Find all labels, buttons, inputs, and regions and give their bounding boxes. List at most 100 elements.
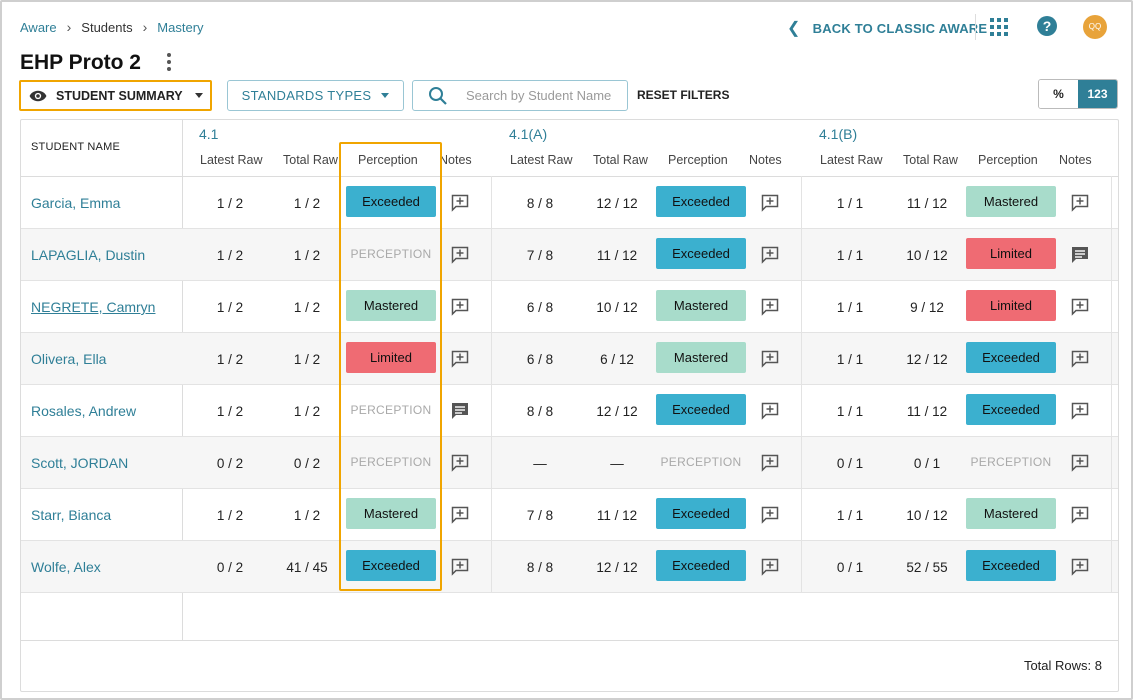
- latest-raw-value: 8 / 8: [526, 196, 554, 211]
- breadcrumb-aware[interactable]: Aware: [20, 19, 57, 35]
- reset-filters-button[interactable]: RESET FILTERS: [637, 88, 730, 102]
- student-name-link[interactable]: NEGRETE, Camryn: [31, 299, 156, 315]
- add-note-icon[interactable]: [450, 193, 470, 213]
- total-raw-value: 1 / 2: [293, 352, 321, 367]
- perception-badge[interactable]: Limited: [966, 238, 1056, 269]
- student-name-link[interactable]: Rosales, Andrew: [31, 403, 137, 419]
- column-header-total-raw: Total Raw: [593, 153, 648, 167]
- perception-badge[interactable]: PERCEPTION: [350, 246, 432, 261]
- latest-raw-value: 1 / 1: [836, 248, 864, 263]
- caret-down-icon: [381, 93, 390, 98]
- student-name-link[interactable]: LAPAGLIA, Dustin: [31, 247, 146, 263]
- latest-raw-value: 8 / 8: [526, 560, 554, 575]
- total-raw-value: 1 / 2: [293, 508, 321, 523]
- standard-group-title[interactable]: 4.1(A): [509, 126, 548, 142]
- help-icon[interactable]: ?: [1037, 16, 1057, 36]
- student-summary-dropdown[interactable]: STUDENT SUMMARY: [19, 80, 212, 111]
- add-note-icon[interactable]: [760, 245, 780, 265]
- add-note-icon[interactable]: [450, 297, 470, 317]
- add-note-icon[interactable]: [450, 245, 470, 265]
- student-name-link[interactable]: Garcia, Emma: [31, 195, 121, 211]
- apps-grid-icon[interactable]: [990, 18, 1008, 36]
- add-note-icon[interactable]: [760, 193, 780, 213]
- student-name-link[interactable]: Starr, Bianca: [31, 507, 112, 523]
- perception-badge[interactable]: Mastered: [656, 342, 746, 373]
- add-note-icon[interactable]: [760, 349, 780, 369]
- total-raw-value: 11 / 12: [596, 248, 638, 263]
- perception-badge[interactable]: PERCEPTION: [660, 454, 742, 469]
- add-note-icon[interactable]: [1070, 349, 1090, 369]
- student-name-link[interactable]: Olivera, Ella: [31, 351, 107, 367]
- perception-badge[interactable]: PERCEPTION: [350, 402, 432, 417]
- latest-raw-value: 1 / 1: [836, 404, 864, 419]
- column-header-latest-raw: Latest Raw: [820, 153, 883, 167]
- perception-badge[interactable]: Mastered: [966, 498, 1056, 529]
- breadcrumb-mastery[interactable]: Mastery: [157, 19, 204, 35]
- student-name-link[interactable]: Scott, JORDAN: [31, 455, 129, 471]
- search-input[interactable]: [466, 88, 616, 103]
- add-note-icon[interactable]: [760, 401, 780, 421]
- toggle-count-button[interactable]: 123: [1078, 80, 1117, 108]
- add-note-icon[interactable]: [760, 557, 780, 577]
- latest-raw-value: 0 / 2: [216, 560, 244, 575]
- perception-badge[interactable]: Exceeded: [656, 550, 746, 581]
- student-summary-label: STUDENT SUMMARY: [56, 88, 183, 103]
- latest-raw-value: 8 / 8: [526, 404, 554, 419]
- chevron-right-icon: ›: [142, 19, 148, 35]
- add-note-icon[interactable]: [450, 349, 470, 369]
- add-note-icon[interactable]: [1070, 505, 1090, 525]
- student-name-link[interactable]: Wolfe, Alex: [31, 559, 101, 575]
- header-divider-line: [21, 176, 1118, 177]
- toggle-percent-button[interactable]: %: [1039, 80, 1078, 108]
- avatar[interactable]: QQ: [1083, 15, 1107, 39]
- add-note-icon[interactable]: [450, 557, 470, 577]
- perception-badge[interactable]: Exceeded: [966, 394, 1056, 425]
- add-note-icon[interactable]: [760, 297, 780, 317]
- perception-badge[interactable]: Exceeded: [966, 550, 1056, 581]
- perception-badge[interactable]: Limited: [966, 290, 1056, 321]
- add-note-icon[interactable]: [450, 453, 470, 473]
- perception-badge[interactable]: Limited: [346, 342, 436, 373]
- perception-badge[interactable]: Exceeded: [966, 342, 1056, 373]
- add-note-icon[interactable]: [1070, 193, 1090, 213]
- add-note-icon[interactable]: [1070, 401, 1090, 421]
- latest-raw-value: 1 / 1: [836, 300, 864, 315]
- add-note-icon[interactable]: [1070, 297, 1090, 317]
- perception-badge[interactable]: Mastered: [966, 186, 1056, 217]
- perception-badge[interactable]: Exceeded: [346, 550, 436, 581]
- more-options-icon[interactable]: [167, 53, 171, 74]
- student-name-header[interactable]: STUDENT NAME: [31, 141, 120, 153]
- perception-badge[interactable]: Exceeded: [656, 394, 746, 425]
- latest-raw-value: 1 / 2: [216, 352, 244, 367]
- display-mode-toggle: % 123: [1038, 79, 1118, 109]
- total-raw-value: 12 / 12: [596, 196, 638, 211]
- standard-group-title[interactable]: 4.1(B): [819, 126, 858, 142]
- table-row: Starr, Bianca 1 / 2 1 / 2 Mastered 7 / 8 11 /…: [21, 489, 1118, 541]
- latest-raw-value: 1 / 1: [836, 196, 864, 211]
- add-note-icon[interactable]: [760, 505, 780, 525]
- total-raw-value: 12 / 12: [596, 560, 638, 575]
- note-filled-icon[interactable]: [1070, 245, 1090, 265]
- note-filled-icon[interactable]: [450, 401, 470, 421]
- search-field[interactable]: [412, 80, 628, 111]
- perception-badge[interactable]: Mastered: [346, 290, 436, 321]
- standard-group-title[interactable]: 4.1: [199, 126, 219, 142]
- perception-badge[interactable]: Exceeded: [346, 186, 436, 217]
- perception-badge[interactable]: PERCEPTION: [970, 454, 1052, 469]
- perception-badge[interactable]: PERCEPTION: [350, 454, 432, 469]
- total-raw-value: 12 / 12: [906, 352, 948, 367]
- perception-badge[interactable]: Mastered: [346, 498, 436, 529]
- add-note-icon[interactable]: [760, 453, 780, 473]
- standards-types-dropdown[interactable]: STANDARDS TYPES: [227, 80, 404, 111]
- mastery-table: STUDENT NAME Garcia, Emma 1 / 2 1 / 2 Excee…: [20, 119, 1119, 692]
- add-note-icon[interactable]: [450, 505, 470, 525]
- add-note-icon[interactable]: [1070, 453, 1090, 473]
- back-to-classic-link[interactable]: ❮ BACK TO CLASSIC AWARE: [787, 18, 987, 38]
- perception-badge[interactable]: Exceeded: [656, 238, 746, 269]
- perception-badge[interactable]: Exceeded: [656, 498, 746, 529]
- search-icon: [429, 86, 447, 105]
- add-note-icon[interactable]: [1070, 557, 1090, 577]
- perception-badge[interactable]: Exceeded: [656, 186, 746, 217]
- perception-badge[interactable]: Mastered: [656, 290, 746, 321]
- latest-raw-value: 1 / 2: [216, 300, 244, 315]
